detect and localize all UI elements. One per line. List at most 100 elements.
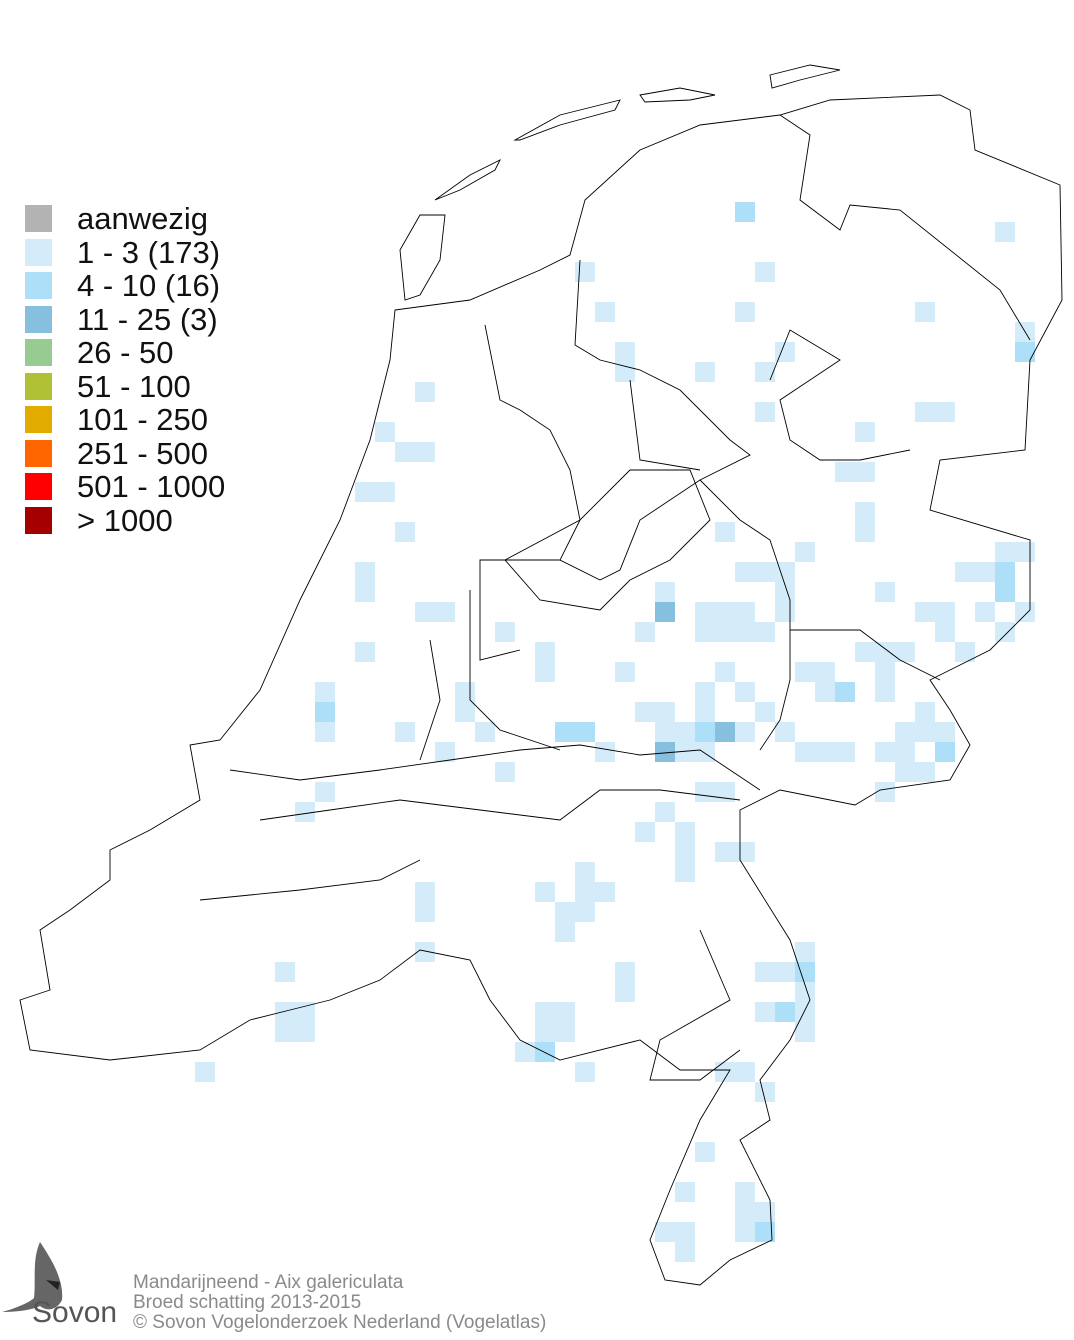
- legend-swatch: [25, 339, 52, 367]
- grid-cell: [855, 422, 875, 442]
- grid-cell: [755, 1202, 775, 1222]
- rivers: [229, 479, 791, 821]
- legend-swatch: [25, 305, 52, 333]
- grid-cell: [535, 1022, 555, 1042]
- grid-cell: [275, 962, 295, 982]
- grid-cell: [795, 742, 815, 762]
- legend-swatch: [25, 372, 52, 400]
- legend-label: > 1000: [77, 502, 173, 538]
- grid-cell: [1015, 342, 1035, 362]
- island-texel: [399, 214, 446, 301]
- grid-cell: [195, 1062, 215, 1082]
- grid-cell: [835, 462, 855, 482]
- legend-item: 26 - 50: [25, 336, 225, 370]
- grid-cell: [675, 742, 695, 762]
- grid-cell: [995, 222, 1015, 242]
- grid-cell: [315, 702, 335, 722]
- grid-cell: [675, 862, 695, 882]
- legend-label: aanwezig: [77, 201, 208, 237]
- flevoland: [504, 469, 711, 611]
- grid-cell: [675, 722, 695, 742]
- grid-cell: [515, 1042, 535, 1062]
- grid-cell: [755, 1002, 775, 1022]
- grid-cell: [775, 582, 795, 602]
- grid-cell: [795, 962, 815, 982]
- grid-cell: [975, 562, 995, 582]
- grid-cell: [655, 702, 675, 722]
- grid-cell: [735, 1202, 755, 1222]
- legend-swatch: [25, 439, 52, 467]
- grid-cell: [655, 1222, 675, 1242]
- grid-cell: [795, 942, 815, 962]
- legend-item: 11 - 25 (3): [25, 303, 225, 337]
- grid-cell: [535, 882, 555, 902]
- grid-cell: [675, 822, 695, 842]
- grid-cell: [595, 742, 615, 762]
- grid-cell: [455, 702, 475, 722]
- legend-label: 1 - 3 (173): [77, 234, 221, 270]
- grid-cell: [735, 562, 755, 582]
- grid-cell: [715, 782, 735, 802]
- grid-cell: [875, 682, 895, 702]
- island-ameland: [639, 87, 716, 103]
- grid-cell: [295, 1022, 315, 1042]
- grid-cell: [855, 502, 875, 522]
- grid-cell: [735, 1182, 755, 1202]
- legend-swatch: [25, 238, 52, 266]
- grid-cell: [315, 782, 335, 802]
- grid-cell: [775, 962, 795, 982]
- grid-cell: [835, 742, 855, 762]
- grid-cell: [375, 482, 395, 502]
- grid-cell: [935, 742, 955, 762]
- grid-cell: [975, 602, 995, 622]
- grid-cell: [775, 562, 795, 582]
- legend-item: 501 - 1000: [25, 470, 225, 504]
- grid-cell: [635, 622, 655, 642]
- grid-cell: [795, 542, 815, 562]
- grid-cell: [415, 442, 435, 462]
- grid-cell: [575, 262, 595, 282]
- grid-cell: [715, 1062, 735, 1082]
- grid-cell: [715, 842, 735, 862]
- grid-cell: [995, 542, 1015, 562]
- island-terschelling: [513, 99, 621, 141]
- grid-cell: [935, 602, 955, 622]
- legend-swatch: [25, 272, 52, 300]
- grid-cell: [755, 402, 775, 422]
- grid-cell: [415, 942, 435, 962]
- grid-cell: [775, 602, 795, 622]
- grid-cell: [715, 622, 735, 642]
- grid-cell: [835, 682, 855, 702]
- grid-cell: [775, 342, 795, 362]
- grid-cell: [315, 682, 335, 702]
- survey-period: Broed schatting 2013-2015: [133, 1292, 362, 1313]
- grid-cell: [875, 782, 895, 802]
- grid-cell: [915, 302, 935, 322]
- grid-cell: [775, 1002, 795, 1022]
- grid-cell: [795, 1002, 815, 1022]
- legend-swatch: [25, 205, 52, 233]
- grid-cell: [735, 1222, 755, 1242]
- grid-cell: [615, 342, 635, 362]
- grid-cell: [955, 642, 975, 662]
- island-vlieland: [434, 158, 502, 201]
- grid-cell: [855, 642, 875, 662]
- grid-cell: [575, 722, 595, 742]
- legend-item: 1 - 3 (173): [25, 236, 225, 270]
- provincial-borders: [199, 114, 1031, 1081]
- grid-cell: [935, 722, 955, 742]
- grid-cell: [415, 882, 435, 902]
- grid-cell: [735, 1062, 755, 1082]
- legend-swatch: [25, 506, 52, 534]
- grid-cell: [475, 722, 495, 742]
- grid-cell: [655, 742, 675, 762]
- grid-cell: [415, 602, 435, 622]
- grid-cell: [295, 802, 315, 822]
- grid-cell: [755, 702, 775, 722]
- grid-cell: [695, 742, 715, 762]
- grid-cell: [375, 422, 395, 442]
- grid-cell: [895, 762, 915, 782]
- grid-cell: [815, 682, 835, 702]
- grid-cell: [915, 762, 935, 782]
